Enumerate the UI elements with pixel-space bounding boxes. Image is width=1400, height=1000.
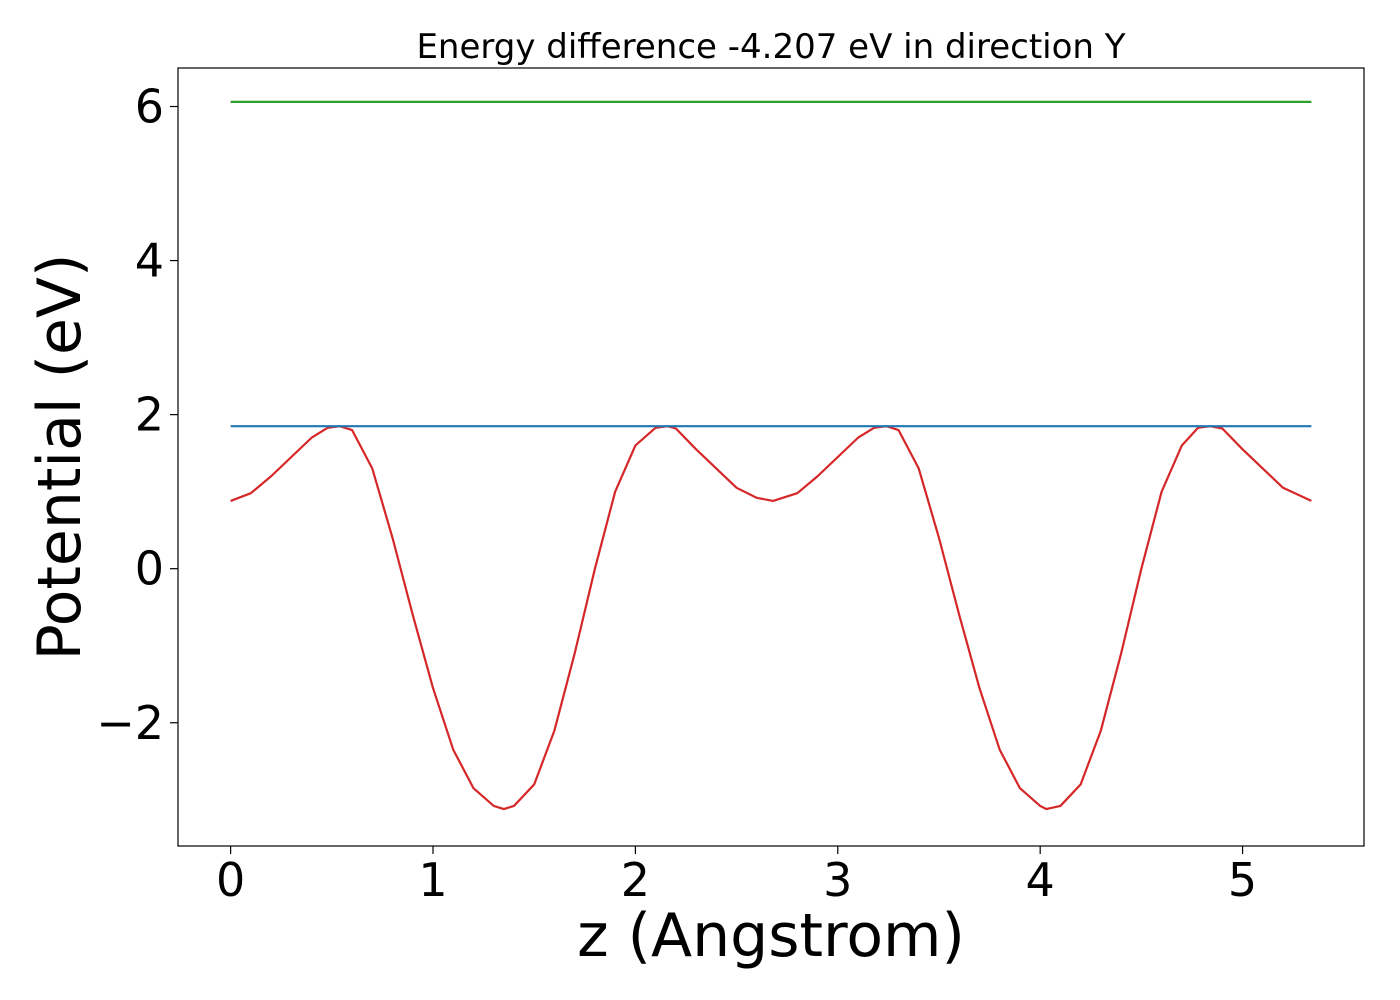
plot-frame (177, 67, 1365, 847)
x-tick-label: 1 (418, 853, 447, 907)
y-tick-label: 0 (135, 542, 164, 596)
y-tick-label: 6 (135, 80, 164, 134)
x-tick-label: 4 (1026, 853, 1055, 907)
y-axis: −2 0 2 4 6 (96, 80, 178, 750)
x-tick-label: 0 (216, 853, 245, 907)
series-line-0 (230, 425, 1312, 811)
chart-title: Energy difference -4.207 eV in direction… (416, 27, 1125, 67)
y-tick-label: 2 (135, 388, 164, 442)
x-tick-label: 2 (621, 853, 650, 907)
x-tick-label: 5 (1228, 853, 1257, 907)
y-tick-label: 4 (135, 234, 164, 288)
y-tick-label: −2 (96, 696, 164, 750)
x-tick-label: 3 (823, 853, 852, 907)
series-layer (230, 100, 1312, 811)
x-axis-label: z (Angstrom) (577, 901, 965, 971)
y-axis-label: Potential (eV) (25, 254, 95, 661)
x-axis: 0 1 2 3 4 5 (216, 846, 1257, 907)
